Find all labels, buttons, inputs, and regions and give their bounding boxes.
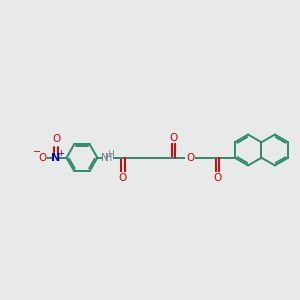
Text: −: − bbox=[33, 147, 41, 158]
Text: O: O bbox=[169, 133, 178, 142]
Text: O: O bbox=[52, 134, 60, 144]
Text: O: O bbox=[186, 153, 194, 163]
Text: O: O bbox=[213, 173, 222, 183]
Text: H: H bbox=[107, 150, 114, 159]
Text: +: + bbox=[57, 149, 64, 158]
Text: N: N bbox=[100, 153, 108, 163]
Text: O: O bbox=[38, 153, 46, 163]
Text: O: O bbox=[119, 173, 127, 183]
Text: H: H bbox=[105, 153, 112, 163]
Text: N: N bbox=[51, 153, 61, 163]
